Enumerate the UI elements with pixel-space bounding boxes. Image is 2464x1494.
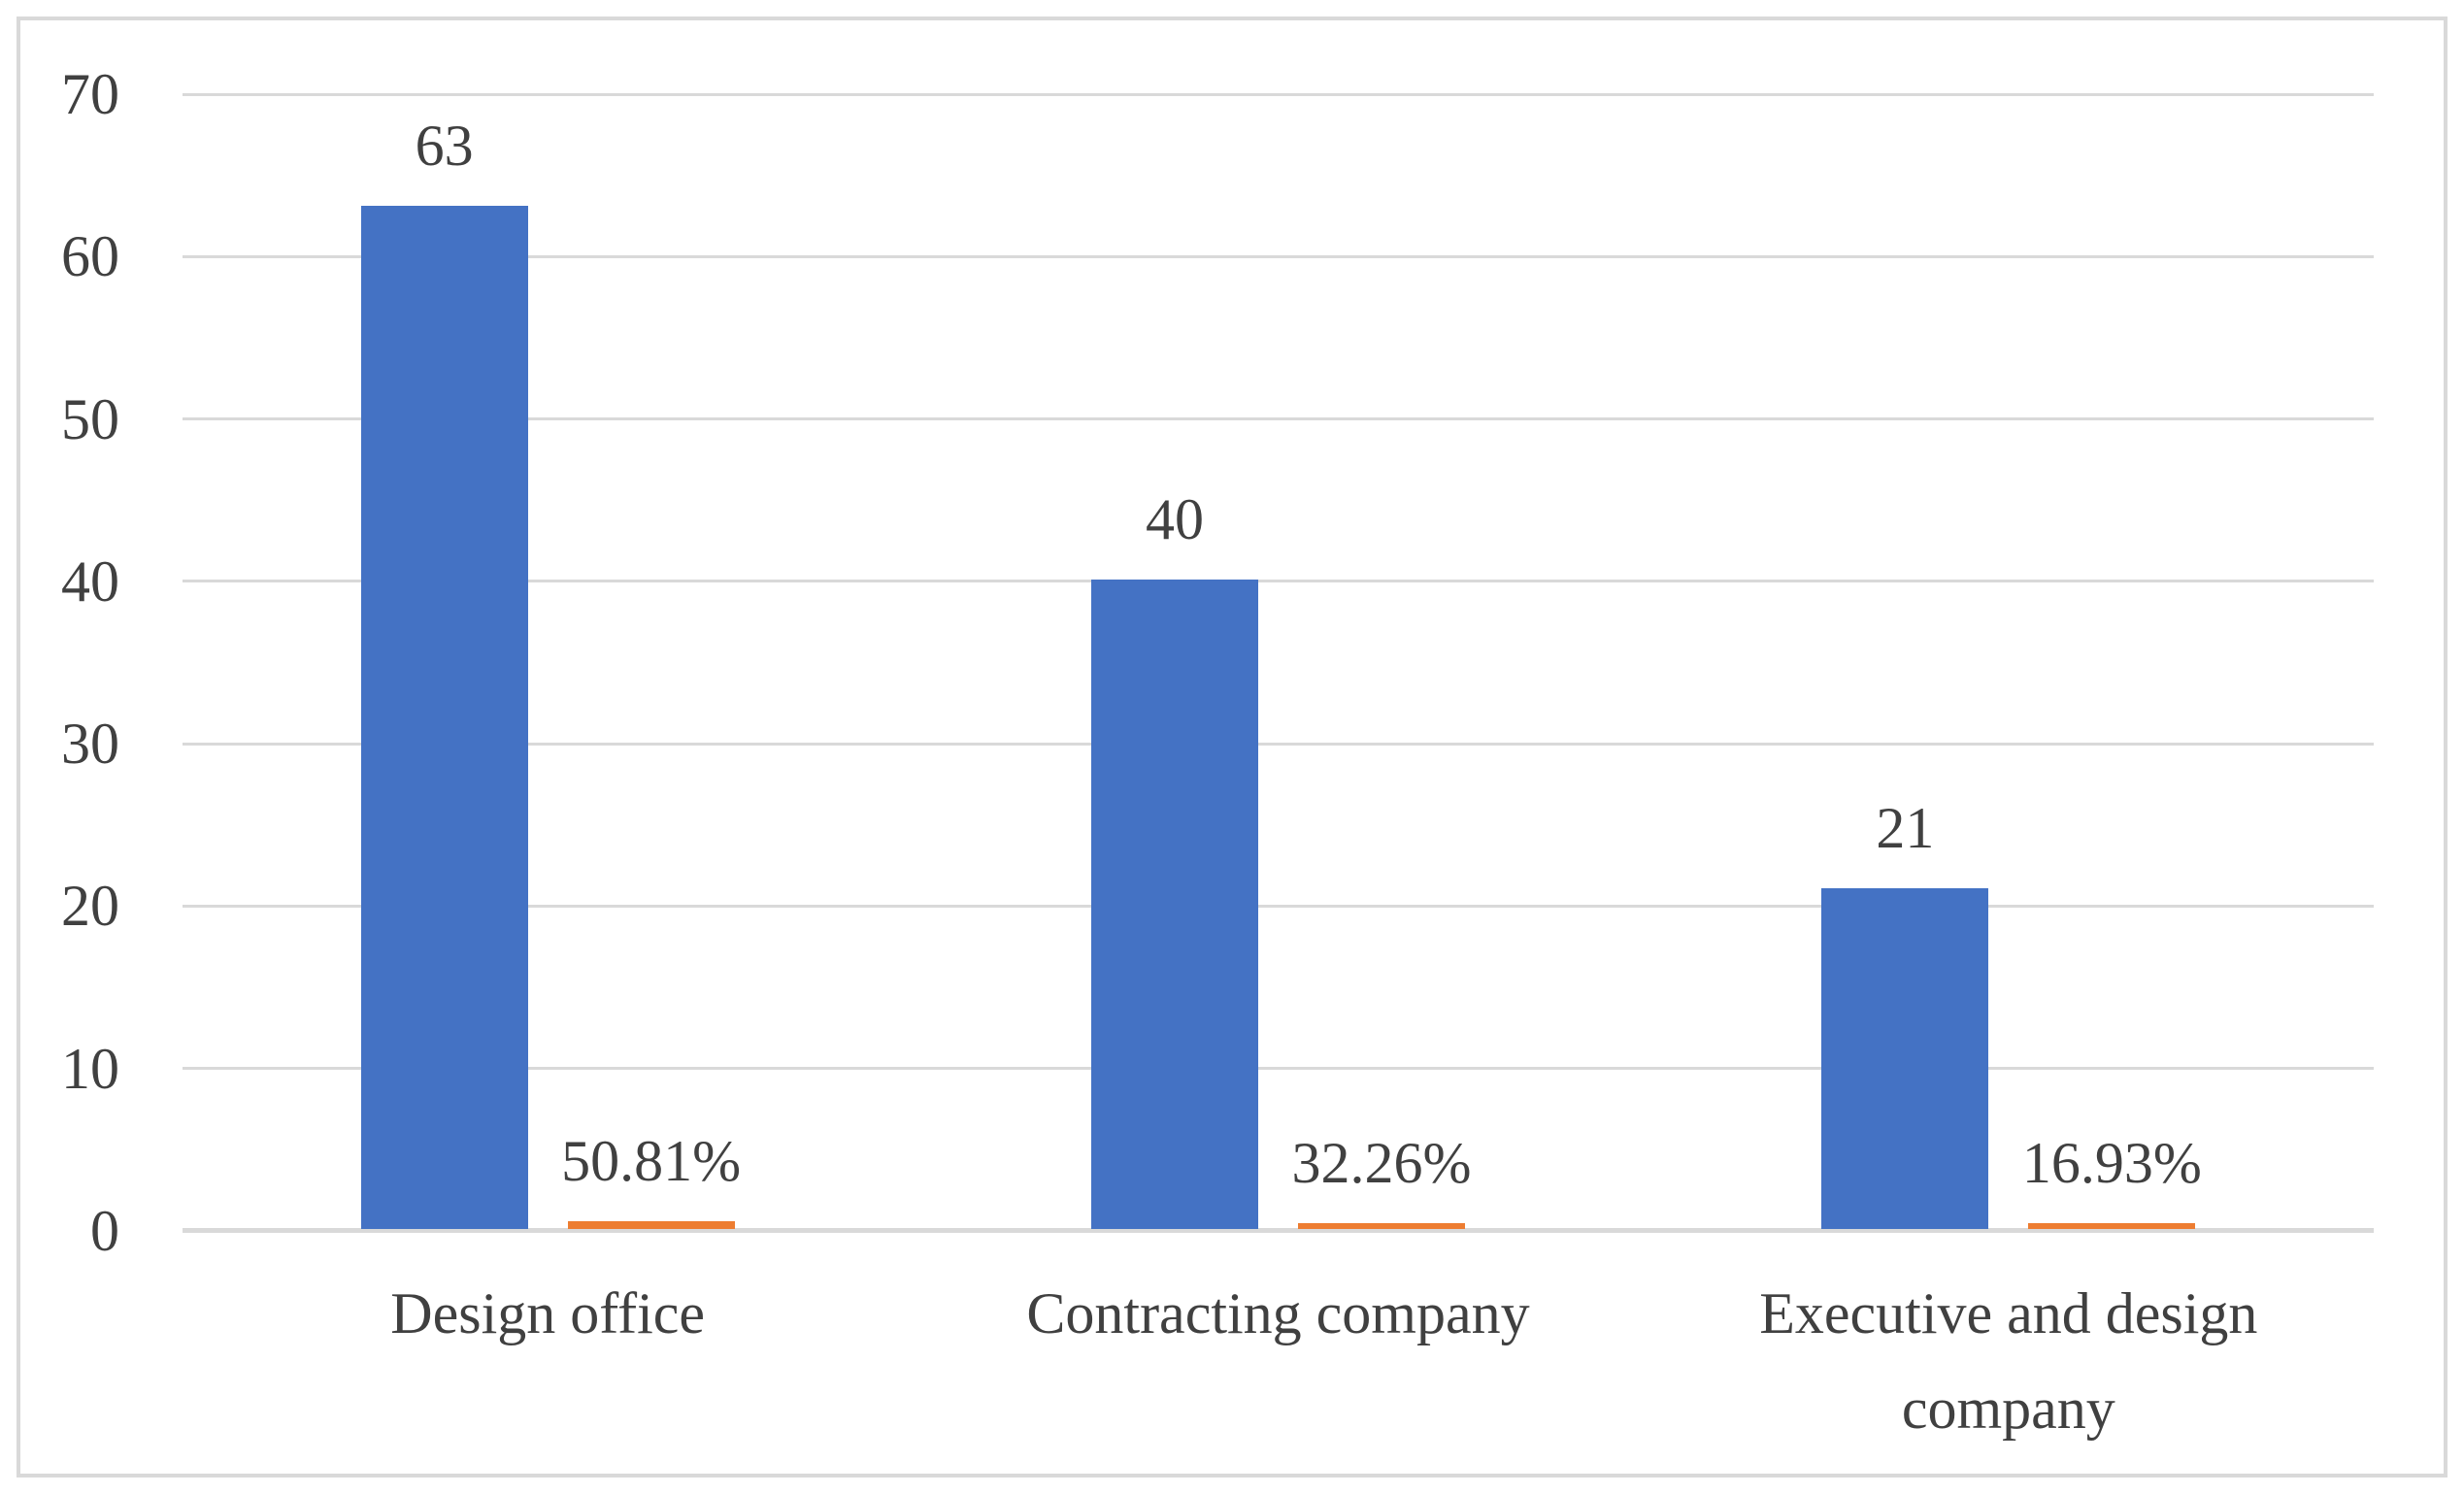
- x-axis-line: [183, 1228, 2374, 1233]
- category-label-executive-and-design-company: Executive and design company: [1759, 1281, 2258, 1441]
- data-label-series1-executive-and-design-company: 21: [1876, 796, 1935, 860]
- data-label-series1-design-office: 63: [415, 114, 474, 178]
- y-tick-label-0: 0: [90, 1199, 119, 1263]
- gridline-50: [183, 417, 2374, 421]
- y-tick-label-40: 40: [61, 548, 119, 614]
- gridline-10: [183, 1067, 2374, 1071]
- bar-series1-executive-and-design-company: [1821, 888, 1989, 1229]
- plot-area: 63 50.81% 40 32.26% 21 16.93%: [183, 92, 2374, 1233]
- gridline-40: [183, 580, 2374, 583]
- bar-series2-executive-and-design-company: [2028, 1223, 2196, 1229]
- gridline-30: [183, 742, 2374, 746]
- y-tick-label-50: 50: [61, 386, 119, 451]
- bar-series2-design-office: [567, 1221, 735, 1229]
- data-label-series2-contracting-company: 32.26%: [1291, 1131, 1472, 1195]
- bar-series1-design-office: [360, 206, 528, 1229]
- data-label-series2-executive-and-design-company: 16.93%: [2021, 1131, 2202, 1195]
- category-label-design-office: Design office: [390, 1281, 706, 1345]
- y-tick-label-70: 70: [61, 62, 119, 126]
- gridline-70: [183, 92, 2374, 96]
- gridline-60: [183, 254, 2374, 258]
- y-tick-label-20: 20: [61, 874, 119, 939]
- category-label-contracting-company: Contracting company: [1026, 1281, 1530, 1345]
- chart-frame: 63 50.81% 40 32.26% 21 16.93% Design office Co…: [17, 17, 2447, 1477]
- data-label-series1-contracting-company: 40: [1146, 487, 1204, 551]
- data-label-series2-design-office: 50.81%: [561, 1129, 742, 1193]
- bar-series1-contracting-company: [1091, 580, 1258, 1229]
- y-tick-label-60: 60: [61, 224, 119, 289]
- gridline-20: [183, 904, 2374, 908]
- y-tick-label-30: 30: [61, 712, 119, 777]
- y-tick-label-10: 10: [61, 1036, 119, 1101]
- bar-series2-contracting-company: [1298, 1223, 1465, 1229]
